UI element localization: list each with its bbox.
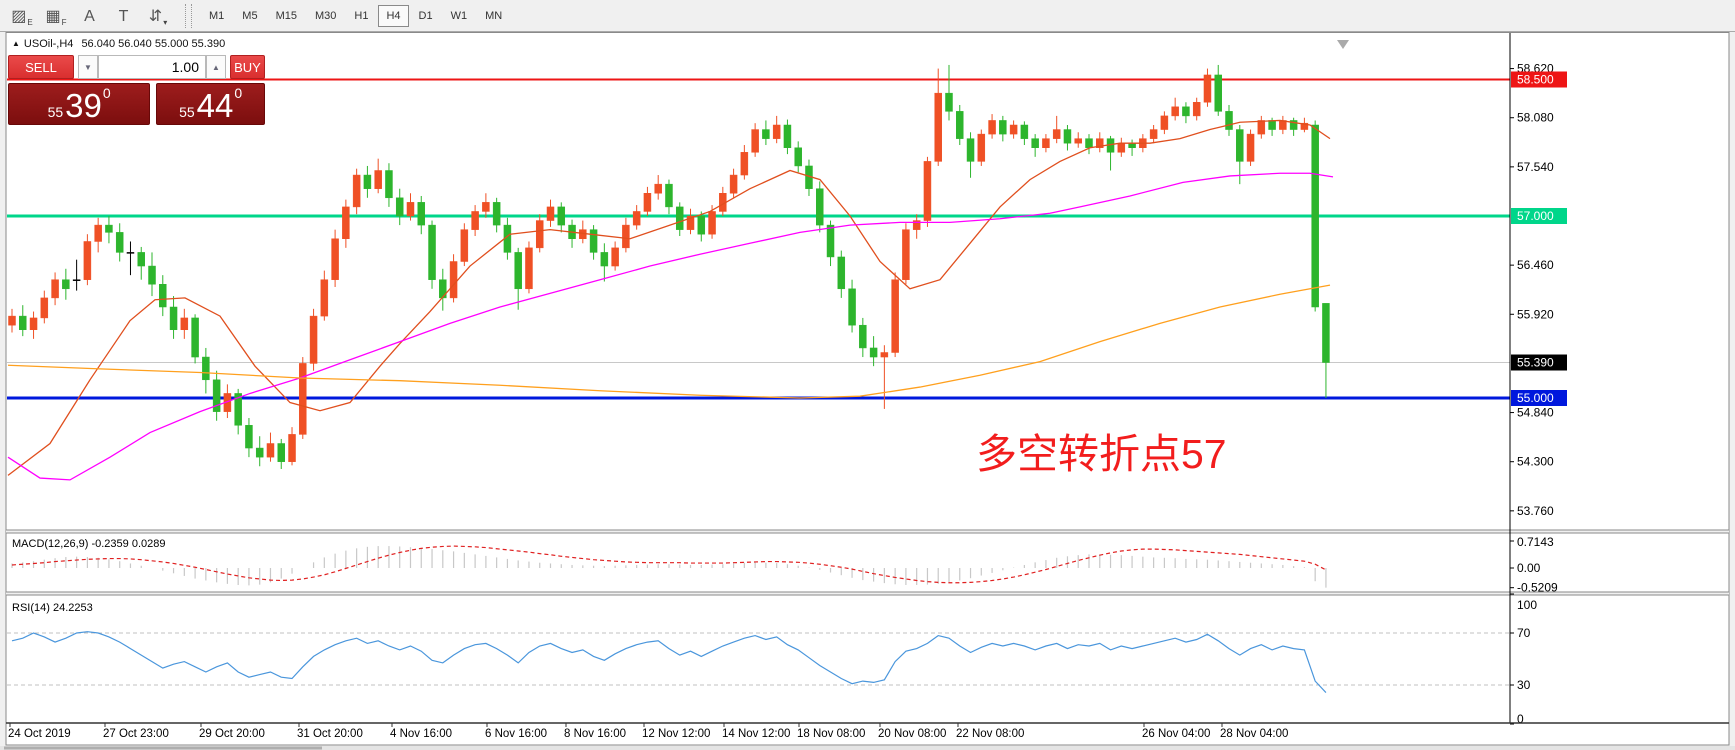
svg-text:-0.5209: -0.5209 xyxy=(1517,581,1558,595)
time-label: 20 Nov 08:00 xyxy=(878,728,946,740)
svg-text:0: 0 xyxy=(1517,712,1524,726)
time-label: 8 Nov 16:00 xyxy=(564,728,626,740)
svg-text:58.080: 58.080 xyxy=(1517,111,1554,125)
price-axis: 58.62058.08057.54056.46055.92054.84054.3… xyxy=(1509,33,1567,726)
svg-text:70: 70 xyxy=(1517,626,1531,640)
svg-text:55.390: 55.390 xyxy=(1517,356,1554,370)
time-label: 14 Nov 12:00 xyxy=(722,728,790,740)
svg-text:30: 30 xyxy=(1517,678,1531,692)
svg-text:55.000: 55.000 xyxy=(1517,391,1554,405)
timeframe-button-H1[interactable]: H1 xyxy=(354,9,369,22)
bid-prefix: 55 xyxy=(47,104,64,120)
one-click-trade-panel: SELL ▼ 1.00 ▲ BUY 55 39 0 55 44 0 xyxy=(8,55,265,125)
chart-title: ▲ USOil-,H4 56.040 56.040 55.000 55.390 xyxy=(12,38,225,50)
ma-slow-orange xyxy=(7,284,1331,399)
timeframe-button-M5[interactable]: M5 xyxy=(242,9,258,22)
symbol-label: USOil-,H4 xyxy=(23,38,74,50)
ask-prefix: 55 xyxy=(179,104,195,120)
bid-sup-digit: 0 xyxy=(102,85,111,101)
bid-price-button[interactable]: 55 39 0 xyxy=(8,83,151,125)
time-label: 6 Nov 16:00 xyxy=(485,728,547,740)
ma-fast-vermilion xyxy=(7,119,1331,476)
horizontal-scrollbar xyxy=(0,746,1735,750)
rsi-line xyxy=(11,631,1327,693)
time-label: 4 Nov 16:00 xyxy=(390,728,452,740)
bid-big-digits: 39 xyxy=(65,87,102,124)
time-label: 27 Oct 23:00 xyxy=(103,728,169,740)
chart-shift-marker-icon xyxy=(1337,40,1349,49)
ma-mid-magenta xyxy=(7,172,1334,481)
ask-big-digits: 44 xyxy=(196,87,234,124)
timeframe-button-M1[interactable]: M1 xyxy=(209,9,225,22)
svg-text:54.840: 54.840 xyxy=(1517,406,1554,420)
scrollbar-thumb[interactable] xyxy=(4,746,322,750)
time-label: 28 Nov 04:00 xyxy=(1220,728,1288,740)
svg-text:58.500: 58.500 xyxy=(1517,73,1554,87)
time-label: 18 Nov 08:00 xyxy=(797,728,865,740)
timeframe-button-MN[interactable]: MN xyxy=(485,9,503,22)
ohlc-values: 56.040 56.040 55.000 55.390 xyxy=(81,38,226,50)
main-chart-pane xyxy=(7,64,1510,481)
macd-label: MACD(12,26,9) -0.2359 0.0289 xyxy=(12,538,165,550)
time-label: 22 Nov 08:00 xyxy=(956,728,1024,740)
time-label: 24 Oct 2019 xyxy=(8,728,71,740)
timeframe-button-M30[interactable]: M30 xyxy=(314,9,337,22)
toolbar: ▨ E ▦ F A T ⇵ ▾ M1 M5 M15 M30 H1 H4 D1 W1 MN xyxy=(0,0,1735,32)
buy-button[interactable]: BUY xyxy=(230,55,265,79)
toolbar-separator xyxy=(185,3,192,28)
svg-text:56.460: 56.460 xyxy=(1517,258,1554,272)
svg-text:100: 100 xyxy=(1517,598,1537,612)
timeframe-button-H4[interactable]: H4 xyxy=(378,4,409,27)
svg-text:55.920: 55.920 xyxy=(1517,307,1554,321)
time-label: 29 Oct 20:00 xyxy=(199,728,265,740)
macd-pane: MACD(12,26,9) -0.2359 0.0289 xyxy=(11,538,1327,588)
price-badge-57.000 xyxy=(1511,208,1567,224)
time-label: 12 Nov 12:00 xyxy=(642,728,710,740)
rsi-label: RSI(14) 24.2253 xyxy=(12,602,93,614)
time-axis: 24 Oct 2019 27 Oct 23:00 29 Oct 20:00 31 Oc… xyxy=(6,722,1729,740)
volume-increase-button[interactable]: ▲ xyxy=(206,55,226,79)
timeframe-button-M15[interactable]: M15 xyxy=(275,9,297,22)
svg-text:57.000: 57.000 xyxy=(1517,209,1554,223)
svg-text:54.300: 54.300 xyxy=(1517,455,1554,469)
svg-text:0.00: 0.00 xyxy=(1517,561,1541,575)
sell-button[interactable]: SELL xyxy=(8,55,74,79)
time-label: 26 Nov 04:00 xyxy=(1142,728,1210,740)
collapse-triangle-icon[interactable]: ▲ xyxy=(12,39,20,48)
svg-text:57.540: 57.540 xyxy=(1517,160,1554,174)
indicator-list-icon[interactable]: ▨ E xyxy=(11,7,33,27)
price-badge-55.000 xyxy=(1511,390,1567,406)
rsi-pane: RSI(14) 24.2253 xyxy=(7,602,1510,693)
price-badge-58.500 xyxy=(1511,71,1567,88)
svg-text:0.7143: 0.7143 xyxy=(1517,535,1554,549)
arrange-windows-icon[interactable]: ⇵ ▾ xyxy=(148,7,168,27)
text-box-icon[interactable]: T xyxy=(118,7,129,25)
ask-sup-digit: 0 xyxy=(234,85,243,101)
candlesticks xyxy=(8,64,1330,469)
volume-decrease-button[interactable]: ▼ xyxy=(78,55,98,79)
time-label: 31 Oct 20:00 xyxy=(297,728,363,740)
timeframe-button-W1[interactable]: W1 xyxy=(450,9,468,22)
timeframe-button-D1[interactable]: D1 xyxy=(418,9,433,22)
svg-text:53.760: 53.760 xyxy=(1517,504,1554,518)
ask-price-button[interactable]: 55 44 0 xyxy=(156,83,265,125)
text-label-icon[interactable]: A xyxy=(84,7,95,25)
volume-input[interactable]: 1.00 xyxy=(98,55,206,79)
grid-period-icon[interactable]: ▦ F xyxy=(45,7,67,27)
chart-annotation-text: 多空转折点57 xyxy=(976,431,1227,477)
macd-signal-line xyxy=(11,545,1327,584)
price-badge-55.390 xyxy=(1511,354,1567,371)
